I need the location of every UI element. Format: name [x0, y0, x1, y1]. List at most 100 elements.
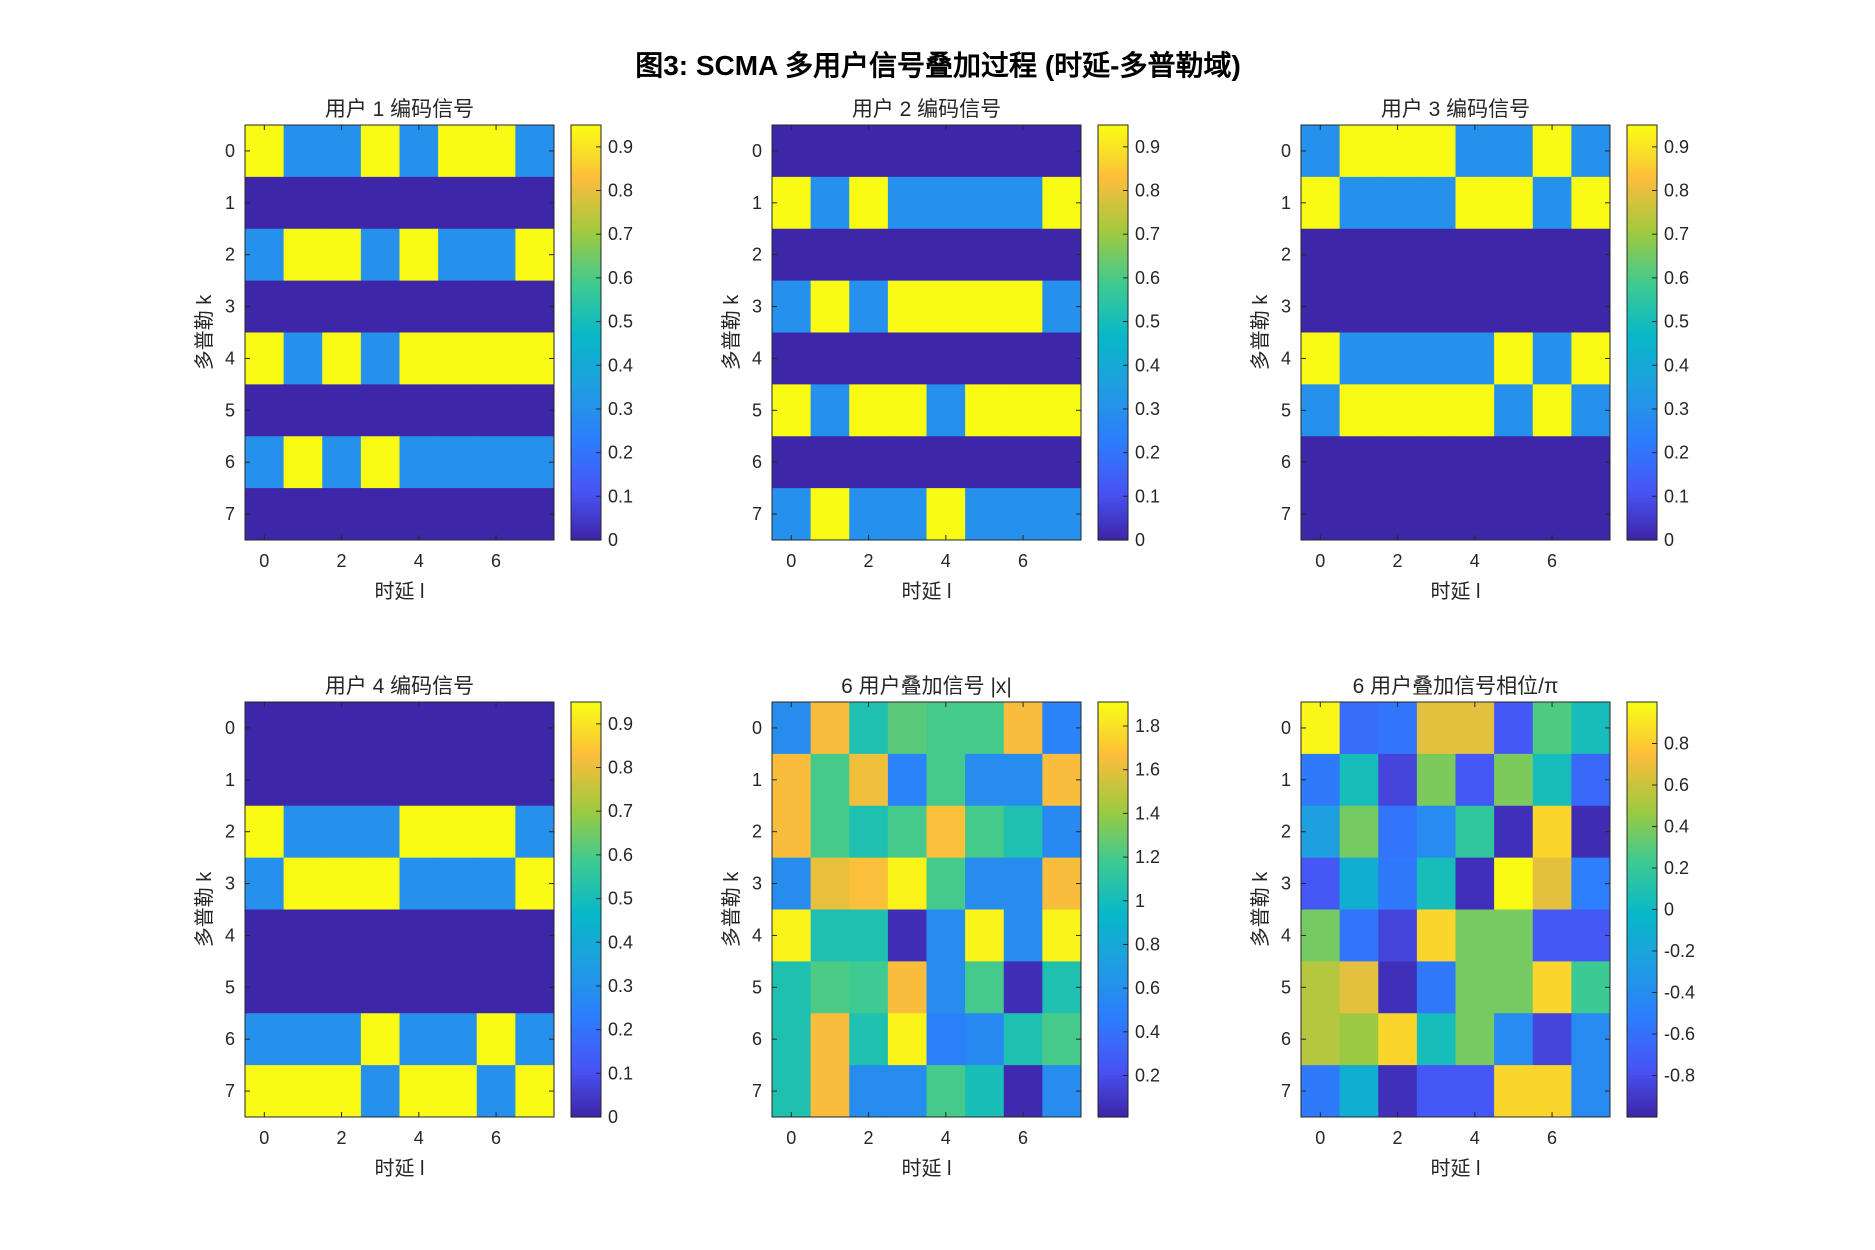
heatmap-cell — [399, 1065, 439, 1118]
heatmap-cell — [438, 702, 478, 755]
colorbar-swatch — [1627, 757, 1657, 761]
heatmap-cell — [476, 702, 516, 755]
heatmap-cell — [1003, 436, 1043, 489]
colorbar-swatch — [1627, 893, 1657, 898]
heatmap-cell — [965, 961, 1005, 1014]
colorbar-swatch — [1627, 345, 1657, 350]
y-tick-label: 4 — [752, 925, 762, 945]
heatmap-cell — [965, 805, 1005, 859]
colorbar-swatch — [571, 170, 601, 175]
colorbar-swatch — [571, 1010, 601, 1014]
colorbar-frame — [1626, 124, 1658, 541]
colorbar-swatch — [1098, 1016, 1128, 1021]
colorbar-swatch — [1098, 141, 1128, 146]
colorbar-swatch — [571, 251, 601, 256]
heatmap-cell — [887, 436, 927, 489]
colorbar-tick-label: 0.6 — [1135, 978, 1160, 998]
colorbar-tick-label: 0.8 — [1135, 181, 1160, 201]
colorbar-tick-label: 0.7 — [1664, 224, 1689, 244]
heatmap-cell — [772, 1065, 812, 1118]
colorbar-swatch — [1098, 371, 1128, 376]
y-tick-label: 1 — [1281, 193, 1291, 213]
colorbar-swatch — [571, 306, 601, 311]
heatmap-cell — [810, 384, 850, 437]
heatmap-cell — [399, 909, 439, 962]
colorbar-swatch — [1098, 737, 1128, 742]
heatmap-cell — [322, 961, 362, 1014]
colorbar-swatch — [1627, 241, 1657, 246]
heatmap-cell — [1003, 1065, 1043, 1118]
colorbar-swatch — [571, 462, 601, 467]
heatmap-cell — [283, 805, 323, 859]
heatmap-cell — [887, 1065, 927, 1118]
colorbar-swatch — [1627, 468, 1657, 473]
colorbar-swatch — [1627, 426, 1657, 431]
y-tick-label: 5 — [752, 400, 762, 420]
colorbar-swatch — [571, 439, 601, 444]
x-tick-label: 4 — [941, 1128, 951, 1148]
colorbar-swatch — [1627, 857, 1657, 862]
colorbar-swatch — [571, 1035, 601, 1040]
colorbar-swatch — [1627, 980, 1657, 985]
heatmap-cell — [1532, 125, 1572, 178]
heatmap-cell — [1532, 753, 1572, 807]
colorbar-swatch — [571, 847, 601, 852]
colorbar-swatch — [1098, 935, 1128, 940]
colorbar-swatch — [571, 452, 601, 457]
heatmap-cell — [1532, 805, 1572, 859]
colorbar-swatch — [1627, 753, 1657, 758]
heatmap-cell — [245, 332, 285, 385]
heatmap-cell — [887, 909, 927, 962]
colorbar-tick-label: 0.2 — [1664, 858, 1689, 878]
colorbar-swatch — [1098, 342, 1128, 347]
colorbar-swatch — [1627, 332, 1657, 337]
colorbar-swatch — [1627, 371, 1657, 376]
colorbar-swatch — [571, 523, 601, 528]
colorbar-swatch — [1098, 439, 1128, 444]
colorbar-tick-label: 0.2 — [608, 443, 633, 463]
heatmap-cell — [1455, 753, 1495, 807]
heatmap-cell — [399, 1013, 439, 1066]
axes-frame — [771, 701, 1082, 1118]
colorbar-swatch — [1098, 501, 1128, 505]
heatmap-cell — [1571, 702, 1611, 755]
x-tick-label: 2 — [337, 551, 347, 571]
colorbar-swatch — [571, 834, 601, 839]
colorbar-swatch — [571, 1026, 601, 1031]
heatmap-cell — [1042, 384, 1082, 437]
colorbar-swatch — [1098, 1013, 1128, 1018]
heatmap-cell — [360, 857, 400, 910]
colorbar-swatch — [1627, 737, 1657, 742]
heatmap-cell — [1455, 280, 1495, 333]
colorbar-swatch — [1098, 705, 1128, 710]
y-tick-label: 1 — [1281, 770, 1291, 790]
colorbar-swatch — [571, 264, 601, 269]
y-tick-label: 3 — [225, 297, 235, 317]
colorbar-swatch — [571, 342, 601, 347]
colorbar-swatch — [1627, 293, 1657, 298]
colorbar-swatch — [1098, 974, 1128, 979]
colorbar-swatch — [1098, 163, 1128, 168]
colorbar-tick-label: 0.9 — [608, 137, 633, 157]
colorbar-swatch — [1098, 231, 1128, 236]
colorbar-swatch — [1627, 261, 1657, 266]
heatmap-cell — [965, 280, 1005, 333]
colorbar-swatch — [1098, 912, 1128, 917]
heatmap-cell — [1042, 805, 1082, 859]
colorbar-swatch — [1098, 150, 1128, 155]
colorbar-swatch — [571, 501, 601, 505]
colorbar-swatch — [1098, 196, 1128, 201]
colorbar-swatch — [1627, 815, 1657, 820]
colorbar-swatch — [1627, 721, 1657, 726]
heatmap-cell — [1042, 176, 1082, 230]
colorbar-swatch — [1627, 128, 1657, 133]
colorbar-swatch — [571, 779, 601, 784]
x-tick-label: 0 — [1315, 1128, 1325, 1148]
axes-frame — [1300, 701, 1611, 1118]
heatmap-cell — [772, 332, 812, 385]
colorbar-swatch — [571, 1094, 601, 1099]
y-tick-label: 0 — [1281, 141, 1291, 161]
colorbar-swatch — [1098, 984, 1128, 988]
colorbar-frame — [570, 124, 602, 541]
colorbar-swatch — [1627, 283, 1657, 288]
